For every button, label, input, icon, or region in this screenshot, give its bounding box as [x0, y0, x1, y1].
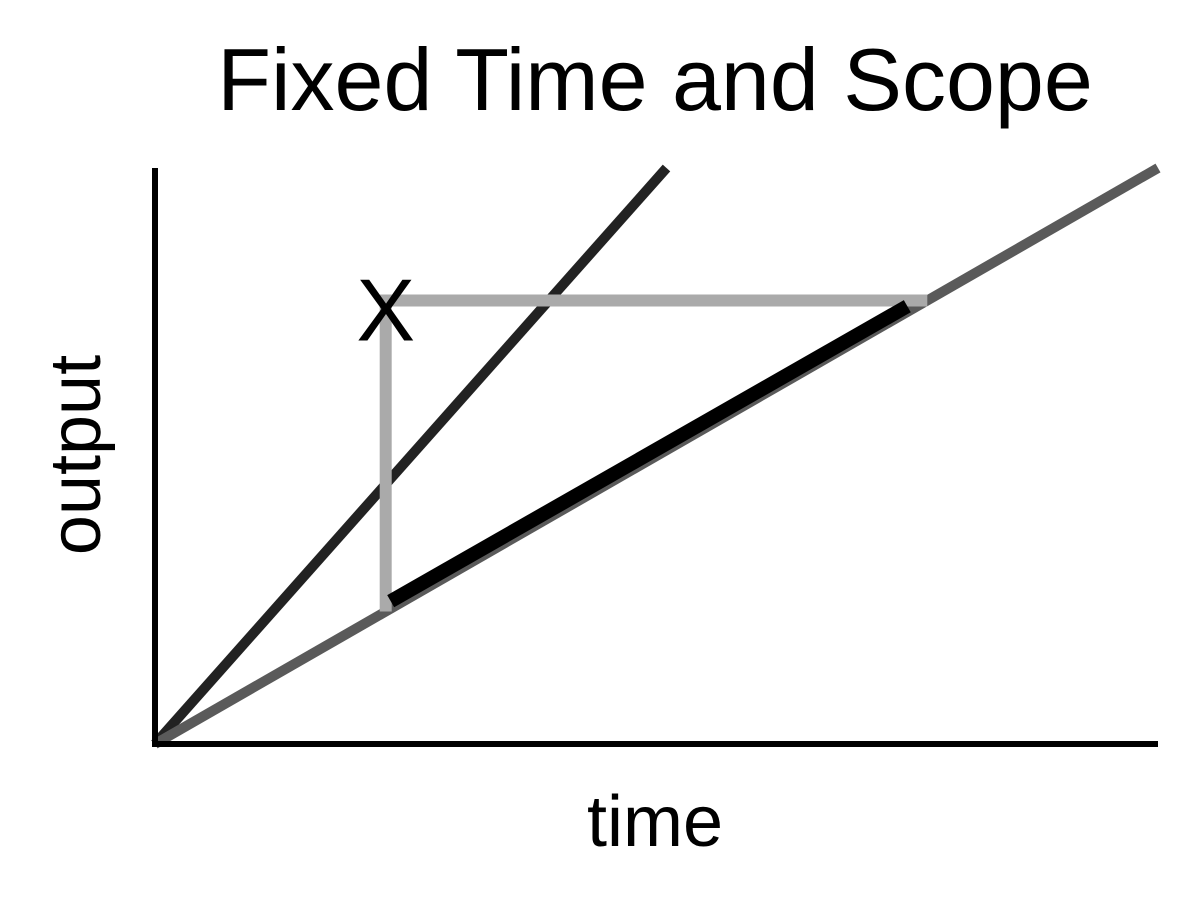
chart-title: Fixed Time and Scope	[217, 30, 1093, 129]
series-layer	[155, 168, 1158, 744]
series-line-1	[155, 168, 667, 744]
annotation-layer: X	[356, 261, 415, 360]
series-line-4	[391, 306, 908, 601]
annotation-label-1: X	[356, 261, 415, 360]
y-axis-label: output	[36, 355, 116, 555]
x-axis-label: time	[587, 782, 723, 862]
